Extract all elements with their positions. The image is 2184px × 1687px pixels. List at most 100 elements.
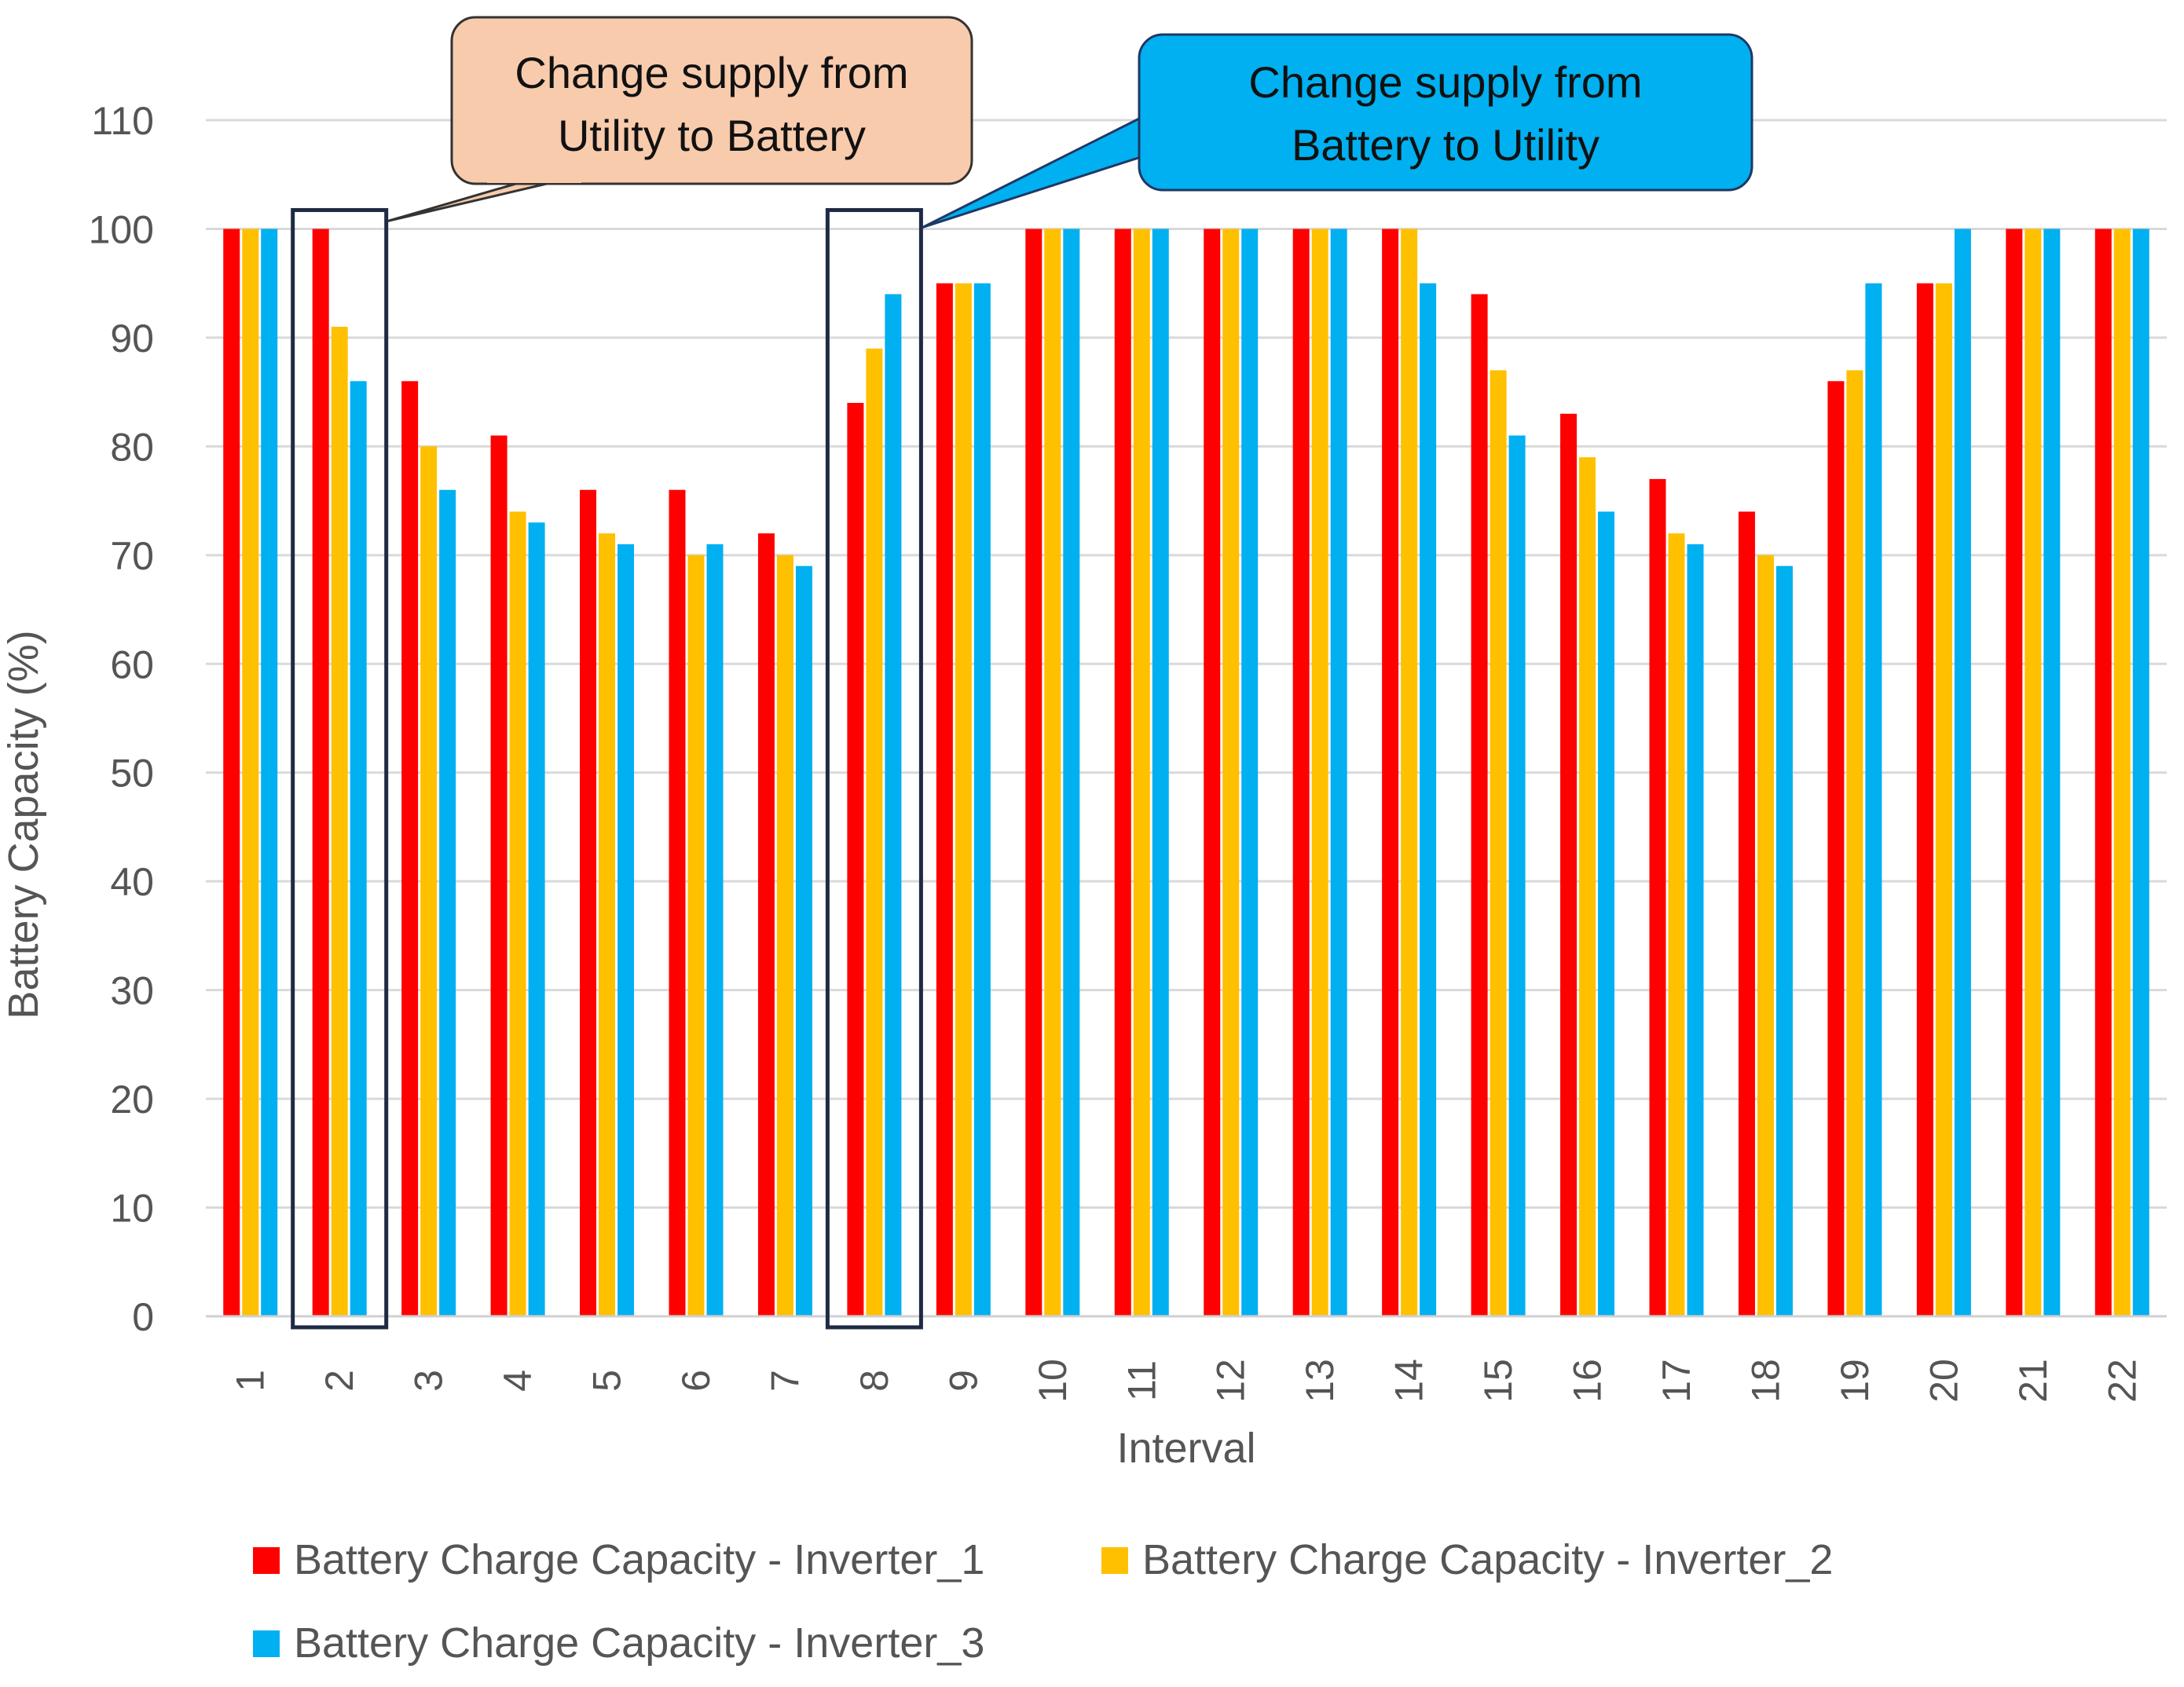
x-tick-label: 8 [852,1370,896,1392]
bar-inverter-1-interval-18 [1738,511,1755,1317]
callout-battery-to-utility: Change supply from Battery to Utility [922,33,1753,229]
x-tick-label: 2 [317,1370,361,1392]
x-tick-label: 17 [1654,1359,1698,1403]
callout-text-line2: Utility to Battery [558,111,866,160]
legend-swatch-inverter-3 [253,1630,280,1657]
bar-inverter-2-interval-15 [1490,370,1507,1317]
y-tick-label: 20 [110,1078,154,1122]
legend-label-inverter-1: Battery Charge Capacity - Inverter_1 [294,1536,984,1583]
x-tick-label: 3 [407,1370,451,1392]
x-tick-label: 12 [1209,1359,1253,1403]
legend-swatch-inverter-2 [1101,1547,1128,1574]
y-tick-label: 90 [110,317,154,360]
bar-inverter-3-interval-22 [2132,229,2149,1316]
callout-text-line1: Change supply from [1248,57,1642,107]
bar-inverter-3-interval-8 [885,294,902,1316]
bars [223,229,2149,1317]
bar-inverter-3-interval-16 [1598,511,1615,1317]
bar-inverter-3-interval-18 [1775,565,1793,1316]
bar-inverter-1-interval-2 [312,229,329,1316]
legend-label-inverter-3: Battery Charge Capacity - Inverter_3 [294,1619,984,1667]
bar-inverter-2-interval-1 [242,229,259,1316]
bar-inverter-1-interval-12 [1204,229,1221,1316]
bar-inverter-2-interval-16 [1579,457,1596,1316]
bar-inverter-3-interval-5 [617,543,635,1316]
bar-inverter-2-interval-8 [866,348,883,1317]
highlight-box-interval-2 [291,207,389,1330]
y-tick-label: 10 [110,1187,154,1231]
x-tick-label: 7 [763,1370,807,1392]
bar-inverter-2-interval-19 [1846,370,1863,1317]
bar-inverter-2-interval-7 [776,554,793,1316]
x-axis-ticks: 1 2 3 4 5 6 7 8 9 10 11 12 13 14 15 16 17 18 19 20 21 22 [229,1359,2145,1403]
x-tick-label: 4 [496,1370,540,1392]
bar-inverter-3-interval-1 [261,229,278,1316]
bar-inverter-2-interval-12 [1222,229,1240,1316]
bar-inverter-2-interval-22 [2113,229,2131,1316]
bar-inverter-1-interval-9 [936,283,953,1316]
x-axis-title: Interval [1116,1425,1255,1472]
y-tick-label: 60 [110,642,154,686]
bar-inverter-1-interval-14 [1382,229,1399,1316]
bar-inverter-2-interval-21 [2025,229,2042,1316]
bar-inverter-3-interval-14 [1420,283,1437,1316]
bar-inverter-3-interval-11 [1152,229,1169,1316]
y-tick-label: 40 [110,860,154,904]
bar-inverter-2-interval-9 [955,283,972,1316]
bar-inverter-2-interval-18 [1757,554,1774,1316]
bar-inverter-1-interval-20 [1916,283,1933,1316]
callout-text-line1: Change supply from [515,48,908,97]
bar-inverter-2-interval-20 [1935,283,1952,1316]
x-tick-label: 16 [1566,1359,1610,1403]
callout-pointer [387,181,551,222]
bar-inverter-2-interval-10 [1044,229,1061,1316]
x-tick-label: 13 [1298,1359,1342,1403]
bar-inverter-3-interval-7 [795,565,812,1316]
bar-inverter-3-interval-6 [706,543,724,1316]
legend-swatch-inverter-1 [253,1547,280,1574]
bar-inverter-2-interval-17 [1668,533,1685,1316]
x-tick-label: 22 [2100,1359,2144,1403]
bar-inverter-2-interval-5 [599,533,616,1316]
y-axis-ticks: 0 10 20 30 40 50 60 70 80 90 100 110 [89,99,154,1339]
bar-inverter-1-interval-16 [1560,413,1578,1316]
y-axis-title: Battery Capacity (%) [0,630,47,1019]
bar-inverter-1-interval-13 [1292,229,1310,1316]
bar-inverter-1-interval-15 [1471,294,1488,1316]
bar-inverter-1-interval-5 [580,489,597,1316]
bar-inverter-3-interval-12 [1241,229,1259,1316]
bar-inverter-1-interval-19 [1827,381,1845,1317]
bar-inverter-3-interval-13 [1330,229,1347,1316]
callout-box [450,16,973,185]
bar-inverter-3-interval-2 [350,381,367,1317]
y-tick-label: 50 [110,752,154,796]
bar-inverter-1-interval-7 [757,533,775,1316]
bar-inverter-1-interval-3 [401,381,419,1317]
y-tick-label: 100 [89,207,154,251]
callout-box [1138,33,1753,192]
bar-inverter-1-interval-21 [2006,229,2023,1316]
bar-inverter-2-interval-6 [687,554,705,1316]
bar-inverter-1-interval-10 [1025,229,1043,1316]
y-tick-label: 80 [110,425,154,469]
x-tick-label: 15 [1476,1359,1520,1403]
x-tick-label: 14 [1387,1359,1431,1403]
x-tick-label: 11 [1119,1360,1163,1401]
x-tick-label: 9 [941,1370,985,1392]
bar-inverter-2-interval-2 [331,327,348,1317]
bar-inverter-1-interval-6 [669,489,686,1316]
bar-inverter-1-interval-22 [2094,229,2112,1316]
x-tick-label: 5 [585,1370,629,1392]
bar-inverter-3-interval-15 [1508,435,1526,1316]
bar-inverter-3-interval-17 [1687,543,1704,1316]
bar-inverter-1-interval-4 [490,435,508,1316]
x-tick-label: 21 [2011,1359,2055,1403]
bar-inverter-1-interval-11 [1114,229,1131,1316]
bar-inverter-1-interval-17 [1649,478,1666,1316]
bar-inverter-3-interval-21 [2043,229,2061,1316]
bar-inverter-2-interval-13 [1311,229,1328,1316]
callout-text-line2: Battery to Utility [1292,120,1600,170]
callout-tail-cover [487,177,581,183]
x-tick-label: 19 [1833,1359,1877,1403]
